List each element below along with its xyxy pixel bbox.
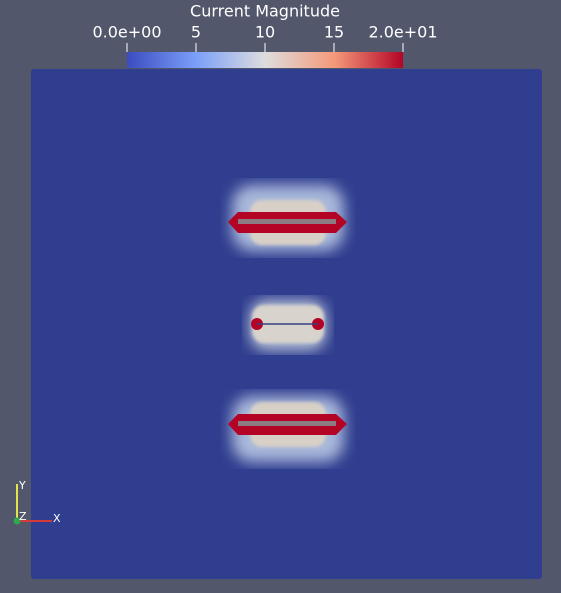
colorbar-tick-label: 10 bbox=[255, 23, 275, 42]
z-label: Z bbox=[19, 510, 27, 523]
colorbar-tick-label: 2.0e+01 bbox=[368, 23, 437, 42]
y-label: Y bbox=[18, 479, 26, 492]
orientation-axes: Y Z X bbox=[13, 479, 61, 525]
field-blobs bbox=[228, 185, 347, 462]
plate-gap bbox=[238, 421, 336, 426]
colorbar-tick-label: 15 bbox=[324, 23, 344, 42]
z-axis bbox=[13, 517, 21, 525]
colorbar-tick-label: 5 bbox=[191, 23, 201, 42]
colorbar-tick-label: 0.0e+00 bbox=[92, 23, 161, 42]
plate-gap bbox=[238, 219, 336, 224]
colorbar bbox=[127, 52, 403, 68]
x-label: X bbox=[53, 512, 61, 525]
colorbar-title: Current Magnitude bbox=[190, 2, 340, 21]
